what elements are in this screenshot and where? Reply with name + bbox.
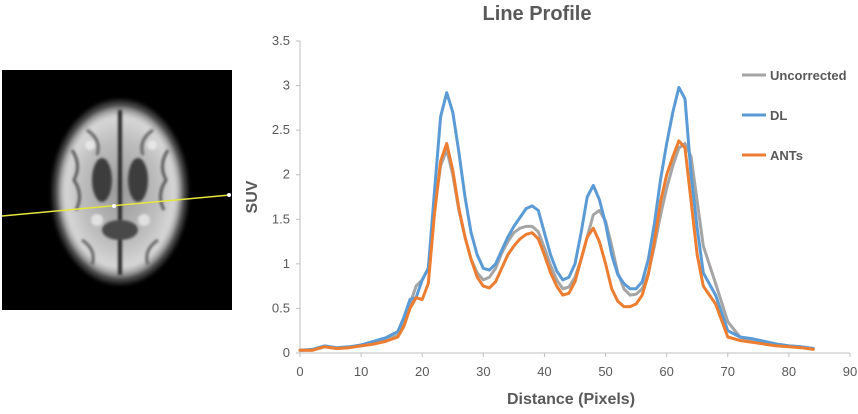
y-axis-label: SUV [244,180,261,213]
x-tick-label: 90 [843,364,857,379]
x-tick-label: 80 [782,364,796,379]
y-tick-label: 2 [283,167,290,182]
series-line-uncorrected [298,142,815,352]
x-tick-label: 10 [354,364,368,379]
x-tick-label: 30 [476,364,490,379]
y-tick-label: 3 [283,78,290,93]
legend-label-ants: ANTs [770,148,803,163]
chart-axes: 0 0.5 1 1.5 2 2.5 3 3.5 0 10 20 30 40 50 60 70 80 90 [272,33,857,379]
series-line-ants [298,139,815,352]
x-tick-label: 40 [537,364,551,379]
chart-legend: Uncorrected DL ANTs [742,68,847,163]
chart-series-layer [298,85,815,352]
x-tick-label: 20 [415,364,429,379]
brain-texture [70,110,170,275]
legend-label-dl: DL [770,108,787,123]
series-line-dl [298,85,815,352]
profile-line[interactable] [1,194,231,217]
y-tick-label: 1.5 [272,211,290,226]
line-profile-chart: Line Profile 0 0.5 1 1.5 2 2.5 3 3.5 0 10 20 30 40 50… [240,0,858,409]
chart-svg: Line Profile 0 0.5 1 1.5 2 2.5 3 3.5 0 10 20 30 40 50… [244,3,857,408]
y-tick-label: 1 [283,256,290,271]
profile-line-midpoint[interactable] [112,204,116,208]
x-tick-label: 60 [659,364,673,379]
profile-line-endpoint[interactable] [227,193,231,197]
y-tick-label: 3.5 [272,33,290,48]
y-tick-label: 0 [283,345,290,360]
chart-title: Line Profile [483,3,592,25]
brain-mri-slice-icon [1,70,232,310]
brain-mri-image [1,70,232,310]
x-tick-label: 50 [598,364,612,379]
x-tick-label: 70 [721,364,735,379]
x-axis-label: Distance (Pixels) [507,391,635,408]
x-tick-label: 0 [296,364,303,379]
legend-label-uncorrected: Uncorrected [770,68,847,83]
y-tick-label: 2.5 [272,122,290,137]
y-tick-label: 0.5 [272,300,290,315]
